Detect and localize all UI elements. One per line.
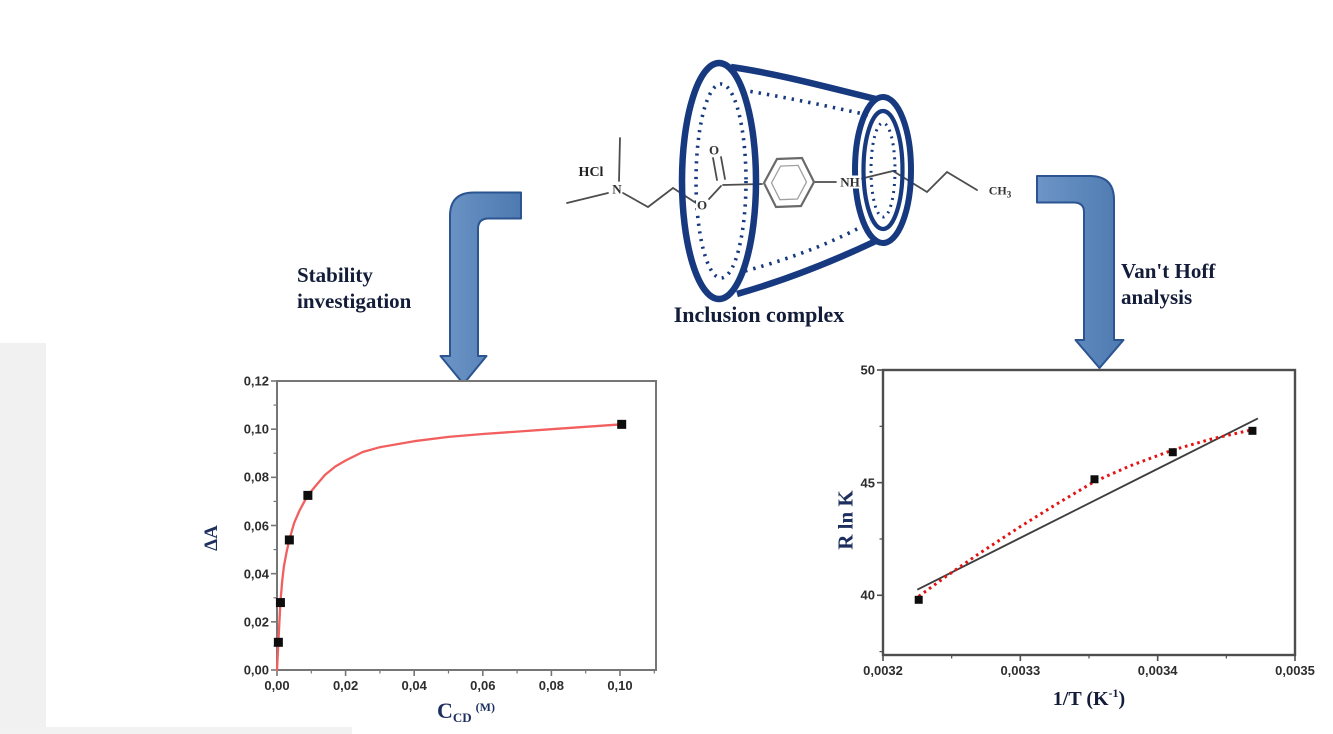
bond-nh-butyl-chain [859,170,978,194]
cone-left-dotted-rim [694,82,748,280]
x-tick-label: 0,0035 [1275,663,1315,678]
y-tick-label: 45 [860,475,875,491]
y-tick-label: 0,10 [243,421,269,437]
y-tick-label: 50 [860,362,875,378]
cyclodextrin-cone [678,59,914,303]
cone-top-edge [730,63,877,103]
vant-hoff-label-line1: Van't Hoff [1121,259,1216,283]
benzene-ring-inner [770,164,808,201]
data-point-marker [1090,475,1099,484]
y-tick-label: 0,08 [243,469,269,485]
ch3-label: CH3 [987,183,1013,200]
vant-hoff-arrow [1036,175,1125,369]
stability-arrow [439,191,522,385]
x-tick-label: 0,00 [264,678,290,693]
bond-n-methyl-left [566,192,609,204]
data-point-marker [914,595,923,604]
x-tick-label: 0,0032 [863,663,903,678]
carbonyl-double-bond [712,156,726,181]
cone-bottom-dotted [744,220,871,273]
cone-left-rim [678,59,760,303]
x-tick-label: 0,02 [332,678,359,693]
ch3-main: CH [988,183,1007,198]
regression-line [916,417,1259,591]
vant-hoff-chart-plot-area [877,368,1297,661]
data-point-marker [275,598,285,608]
y-tick-label: 0,02 [243,614,269,630]
vant-hoff-label-line2: analysis [1121,285,1193,309]
y-tick-label: 0,04 [243,566,269,582]
stability-chart-plot-area [271,380,657,676]
x-tick-label: 0,0033 [1000,663,1041,678]
benzene-ring [762,156,816,209]
dotted-fit-curve [917,428,1253,598]
cone-top-dotted [741,88,869,117]
data-point-marker [284,535,294,545]
stability-label-line1: Stability [297,263,373,287]
stability-label-line2: investigation [297,289,412,313]
nh-label: NH [839,174,861,190]
stability-isotherm-frame [276,380,657,671]
amine-n-label: N [611,181,623,197]
cone-right-rim [852,94,914,246]
bond-n-methyl-up [618,137,621,182]
left-chart-ylabel: ΔA [201,525,222,551]
bond-o-to-carbonyl [708,185,722,200]
left-xlabel-unit: (M) [475,700,495,714]
data-point-marker [1168,448,1177,457]
right-xlabel-post: ) [1118,688,1126,710]
left-xlabel-subscript: CD [452,710,472,725]
right-xlabel-pre: 1/T (K [1052,688,1109,710]
data-point-marker [1248,426,1257,435]
x-tick-label: 0,10 [607,678,633,693]
data-point-marker [617,419,627,429]
x-tick-label: 0,04 [401,678,427,693]
data-point-marker [303,490,313,500]
inclusion-complex-label: Inclusion complex [673,302,845,327]
data-point-marker [273,637,283,647]
y-tick-label: 40 [860,587,875,603]
vant-hoff-label: Van't Hoff analysis [1121,258,1215,310]
left-xlabel-main: C [437,698,453,723]
carbonyl-o-label: O [707,142,721,158]
right-chart-ylabel: R ln K [833,490,858,550]
hcl-label: HCl [577,165,605,180]
y-tick-label: 0,12 [243,373,269,389]
right-chart-xlabel: 1/T (K-1) [1053,686,1125,711]
y-tick-label: 0,06 [243,518,269,533]
left-chart-xlabel: CCD (M) [437,698,495,726]
stability-label: Stability investigation [297,262,411,314]
vant-hoff-plot-frame [881,368,1297,657]
cone-bottom-edge [736,237,880,298]
x-tick-label: 0,0034 [1137,663,1178,678]
cone-right-inner-rim [861,108,905,232]
ester-o-label: O [695,197,709,213]
benzene-ring-outer [762,156,816,209]
x-tick-label: 0,06 [470,678,496,693]
cone-right-dotted-rim [869,121,897,219]
bottom-gray-strip [0,727,352,734]
ch3-subscript: 3 [1006,189,1012,200]
right-xlabel-superscript: -1 [1108,686,1119,700]
x-tick-label: 0,08 [538,678,565,693]
left-gray-strip [0,343,46,734]
y-tick-label: 0,00 [243,662,269,678]
